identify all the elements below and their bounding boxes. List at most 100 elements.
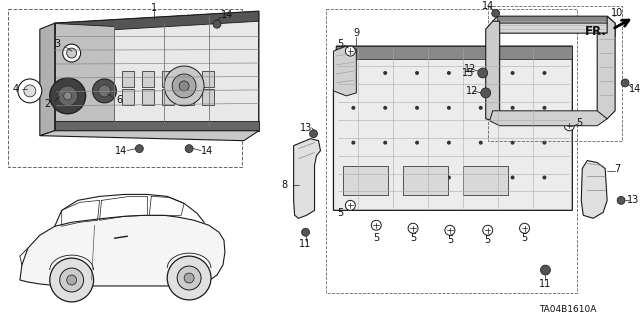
Bar <box>182 89 194 105</box>
Circle shape <box>415 175 419 180</box>
Circle shape <box>177 266 201 290</box>
Text: 6: 6 <box>116 95 122 105</box>
Circle shape <box>492 9 500 17</box>
Circle shape <box>543 175 547 180</box>
Circle shape <box>167 256 211 300</box>
Circle shape <box>24 85 36 97</box>
Text: 11: 11 <box>300 239 312 249</box>
Bar <box>403 166 448 196</box>
Text: FR.: FR. <box>585 25 607 38</box>
Circle shape <box>64 92 72 100</box>
Circle shape <box>351 106 355 110</box>
Text: 5: 5 <box>337 39 344 49</box>
Polygon shape <box>337 46 572 59</box>
Bar <box>162 89 174 105</box>
Text: 8: 8 <box>282 181 288 190</box>
Circle shape <box>543 71 547 75</box>
Circle shape <box>351 71 355 75</box>
Circle shape <box>617 197 625 204</box>
Text: 4: 4 <box>13 84 19 94</box>
Polygon shape <box>40 23 55 136</box>
Circle shape <box>415 141 419 145</box>
Circle shape <box>301 228 310 236</box>
Text: 1: 1 <box>151 3 157 13</box>
Polygon shape <box>55 11 259 131</box>
Text: 5: 5 <box>447 235 453 245</box>
Circle shape <box>310 130 317 138</box>
Circle shape <box>415 106 419 110</box>
Circle shape <box>479 71 483 75</box>
Bar <box>142 89 154 105</box>
Text: 14: 14 <box>221 10 233 20</box>
Text: 10: 10 <box>611 8 623 18</box>
Bar <box>326 9 577 293</box>
Circle shape <box>136 145 143 152</box>
Bar <box>182 71 194 87</box>
Circle shape <box>383 106 387 110</box>
Text: 5: 5 <box>484 235 491 245</box>
Circle shape <box>621 79 629 87</box>
Circle shape <box>479 175 483 180</box>
Circle shape <box>50 78 86 114</box>
Circle shape <box>479 106 483 110</box>
Circle shape <box>383 175 387 180</box>
Text: 5: 5 <box>522 233 527 243</box>
Circle shape <box>511 71 515 75</box>
Circle shape <box>543 106 547 110</box>
Bar <box>202 71 214 87</box>
Bar <box>463 166 508 196</box>
Text: 9: 9 <box>353 28 360 38</box>
Text: 5: 5 <box>373 233 380 243</box>
Circle shape <box>184 273 194 283</box>
Circle shape <box>564 121 574 131</box>
Bar <box>162 71 174 87</box>
Text: 12: 12 <box>463 64 476 74</box>
Circle shape <box>511 175 515 180</box>
Circle shape <box>520 223 529 233</box>
Polygon shape <box>55 23 115 121</box>
Circle shape <box>447 175 451 180</box>
Text: 14: 14 <box>115 145 127 156</box>
Circle shape <box>99 85 111 97</box>
Polygon shape <box>597 16 615 119</box>
Text: 12: 12 <box>466 86 478 96</box>
Circle shape <box>383 71 387 75</box>
Text: TA04B1610A: TA04B1610A <box>539 305 596 314</box>
Text: 7: 7 <box>614 164 620 174</box>
Circle shape <box>447 71 451 75</box>
Bar <box>122 89 134 105</box>
Circle shape <box>383 141 387 145</box>
Circle shape <box>93 79 116 103</box>
Circle shape <box>346 200 355 210</box>
Circle shape <box>58 86 77 106</box>
Circle shape <box>351 175 355 180</box>
Polygon shape <box>294 139 321 218</box>
Circle shape <box>415 71 419 75</box>
Circle shape <box>447 141 451 145</box>
Circle shape <box>185 145 193 152</box>
Circle shape <box>351 141 355 145</box>
Circle shape <box>60 268 84 292</box>
Polygon shape <box>498 16 615 23</box>
Bar <box>488 6 622 141</box>
Polygon shape <box>20 215 225 286</box>
Text: 2: 2 <box>45 99 51 109</box>
Circle shape <box>478 68 488 78</box>
Circle shape <box>179 81 189 91</box>
Polygon shape <box>55 11 259 33</box>
Polygon shape <box>55 121 259 131</box>
Circle shape <box>67 48 77 58</box>
Text: 5: 5 <box>576 118 582 128</box>
Circle shape <box>408 223 418 233</box>
Circle shape <box>172 74 196 98</box>
Circle shape <box>511 141 515 145</box>
Polygon shape <box>486 21 500 121</box>
Polygon shape <box>333 46 572 210</box>
Circle shape <box>481 88 491 98</box>
Text: 3: 3 <box>54 39 61 49</box>
Text: 13: 13 <box>300 123 313 133</box>
Polygon shape <box>581 160 607 218</box>
Text: 5: 5 <box>410 233 416 243</box>
Circle shape <box>50 258 93 302</box>
Text: 14: 14 <box>629 84 640 94</box>
